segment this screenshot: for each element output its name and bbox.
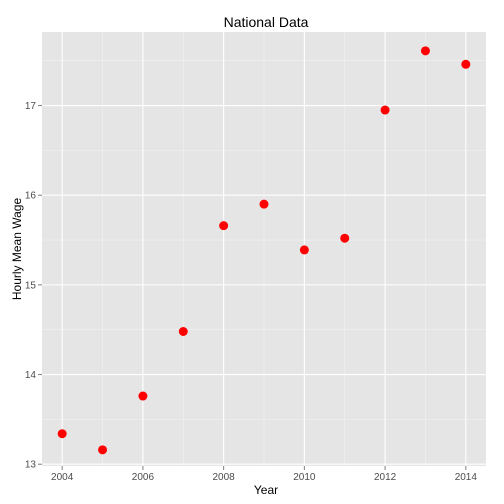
grid-lines (42, 32, 486, 466)
data-point (299, 245, 309, 255)
y-axis-title: Hourly Mean Wage (10, 198, 24, 301)
y-tick-label: 15 (25, 280, 37, 291)
x-axis-title: Year (254, 483, 278, 497)
data-point (57, 429, 67, 439)
y-tick-label: 14 (25, 370, 37, 381)
y-tick-label: 13 (25, 460, 37, 471)
data-point (98, 445, 108, 455)
x-tick-label: 2008 (213, 472, 236, 483)
data-point (138, 391, 148, 401)
data-point (461, 59, 471, 69)
data-point (178, 326, 188, 336)
data-point (340, 233, 350, 243)
x-tick-label: 2006 (132, 472, 155, 483)
data-point (219, 221, 229, 231)
x-tick-label: 2004 (51, 472, 74, 483)
data-points (57, 46, 471, 455)
x-axis: 2004 2006 2008 2010 2012 2014 (51, 466, 477, 483)
x-tick-label: 2014 (455, 472, 478, 483)
data-point (380, 105, 390, 115)
x-tick-label: 2010 (293, 472, 316, 483)
y-tick-label: 16 (25, 191, 37, 202)
data-point (259, 199, 269, 209)
y-axis: 13 14 15 16 17 (25, 101, 42, 471)
x-tick-label: 2012 (374, 472, 397, 483)
y-tick-label: 17 (25, 101, 37, 112)
chart-title: National Data (224, 14, 309, 30)
data-point (420, 46, 430, 56)
